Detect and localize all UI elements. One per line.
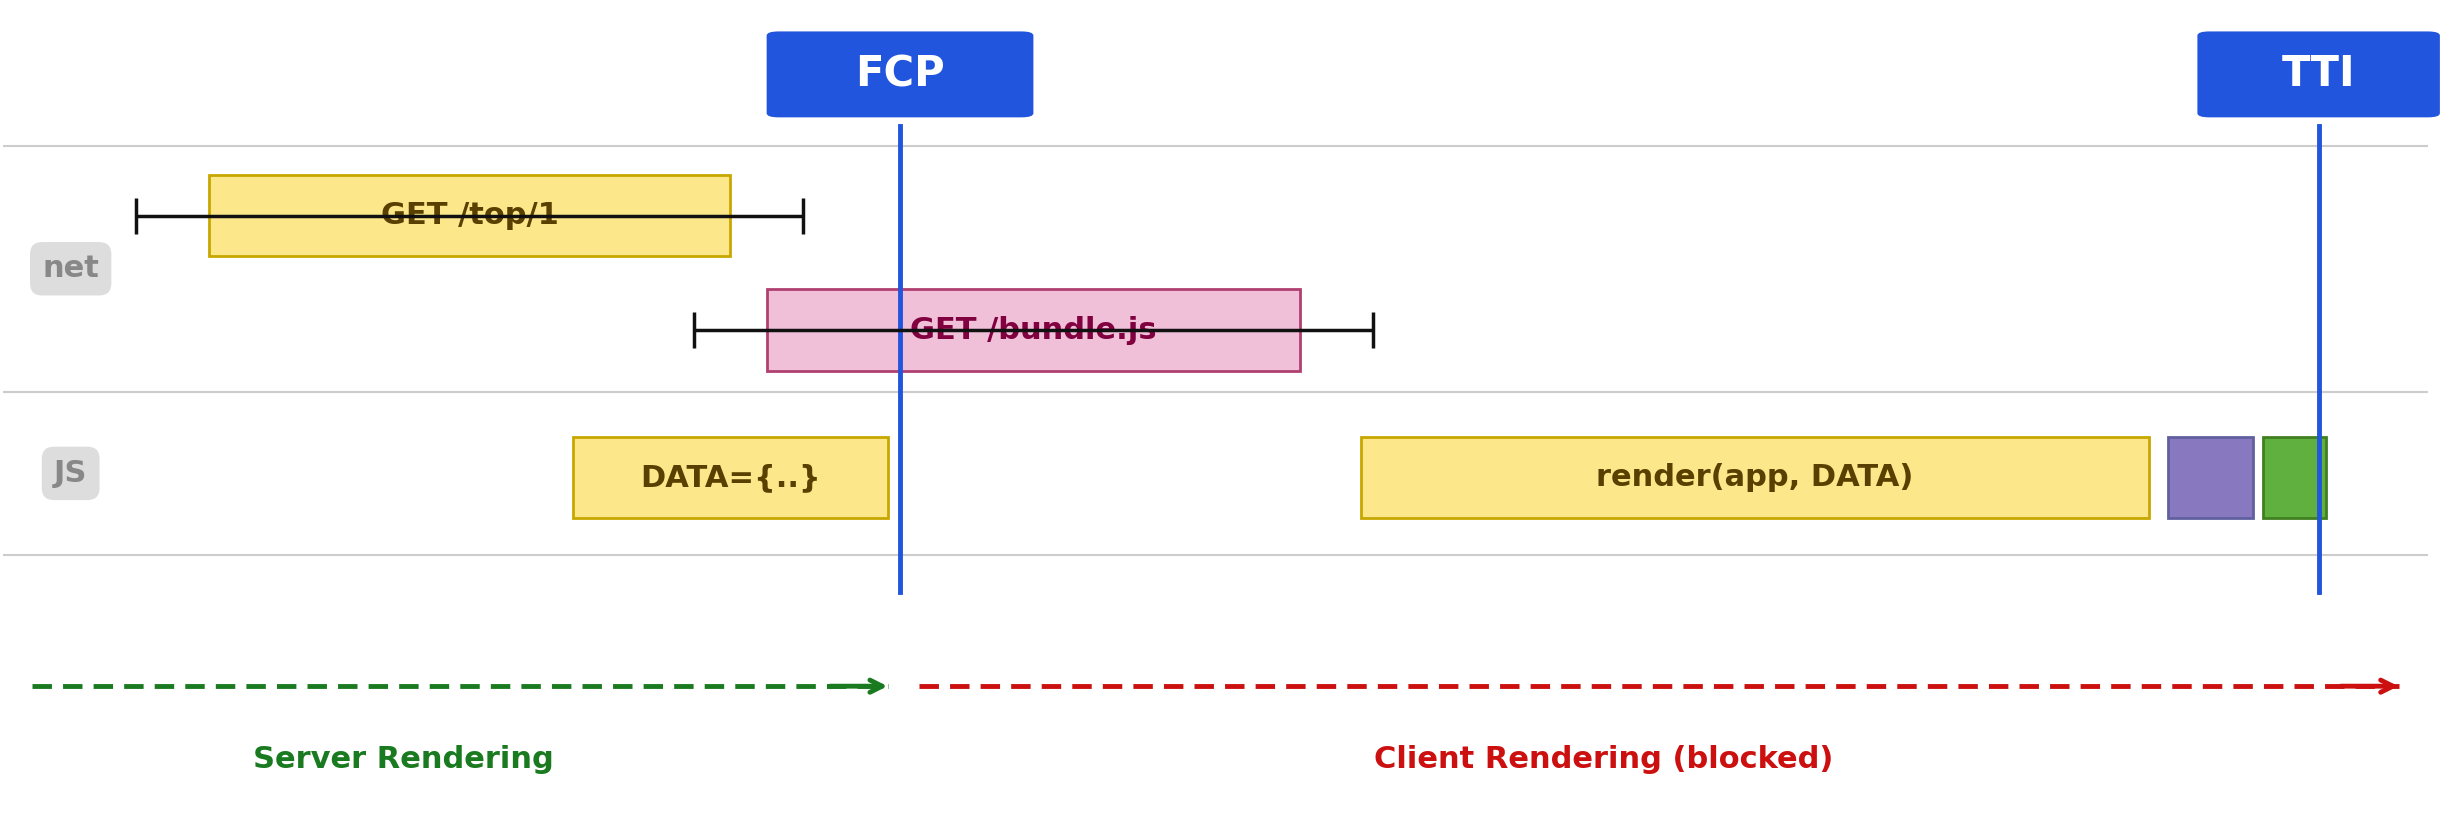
FancyBboxPatch shape xyxy=(210,175,730,256)
FancyBboxPatch shape xyxy=(2262,437,2325,518)
Text: GET /bundle.js: GET /bundle.js xyxy=(910,316,1157,344)
Text: render(app, DATA): render(app, DATA) xyxy=(1596,463,1913,492)
Text: JS: JS xyxy=(54,459,88,488)
Text: FCP: FCP xyxy=(854,54,944,96)
Text: Server Rendering: Server Rendering xyxy=(251,746,554,775)
Text: DATA={..}: DATA={..} xyxy=(639,463,820,492)
FancyBboxPatch shape xyxy=(2169,437,2252,518)
FancyBboxPatch shape xyxy=(573,437,888,518)
FancyBboxPatch shape xyxy=(1362,437,2150,518)
FancyBboxPatch shape xyxy=(766,31,1035,117)
FancyBboxPatch shape xyxy=(766,289,1301,371)
Text: net: net xyxy=(41,255,100,283)
Text: TTI: TTI xyxy=(2281,54,2355,96)
Text: GET /top/1: GET /top/1 xyxy=(381,201,559,230)
FancyBboxPatch shape xyxy=(2198,31,2440,117)
Text: Client Rendering (blocked): Client Rendering (blocked) xyxy=(1374,746,1832,775)
